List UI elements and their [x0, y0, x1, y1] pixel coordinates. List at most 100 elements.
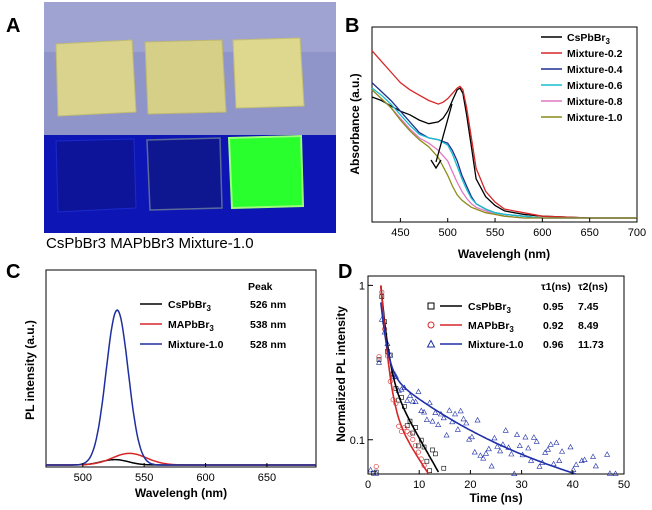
legend-label-mixture-1-0: Mixture-1.0 [567, 112, 623, 124]
point-mixture-1-0 [421, 408, 428, 415]
x-tick-label-500: 500 [439, 227, 457, 239]
point-mixture-1-0 [440, 414, 447, 421]
legend-marker-mapbbr3 [427, 321, 435, 329]
panel-b-ticks: 450 500 550 600 650 700 [391, 218, 646, 239]
x-tick-label-600: 600 [533, 227, 551, 239]
legend-tau1-mapbbr3: 0.92 [543, 320, 564, 332]
panel-b-frame [371, 26, 638, 223]
point-mixture-1-0 [429, 418, 436, 424]
legend-label-mapbbr3: MAPbBr3 [468, 320, 514, 334]
absorbance-curve-mixture-1-0 [371, 89, 637, 219]
film-mapbbr3-daylight [144, 39, 227, 115]
point-mapbbr3 [407, 431, 413, 437]
film-cspbbr3-uv [55, 138, 137, 213]
legend-peak-cspbbr3: 526 nm [250, 299, 286, 311]
point-mixture-1-0 [412, 398, 419, 405]
panel-d-points [367, 289, 619, 476]
point-mixture-1-0 [443, 431, 450, 438]
point-mapbbr3 [373, 463, 379, 469]
x-tick-label-700: 700 [628, 227, 646, 239]
x-tick-label-10: 10 [413, 479, 425, 491]
point-mixture-1-0 [559, 448, 566, 454]
point-mapbbr3 [413, 442, 419, 448]
panel-b-label: B [345, 15, 359, 37]
point-mixture-1-0 [604, 451, 611, 457]
panel-a-caption: CsPbBr3 MAPbBr3 Mixture-1.0 [46, 235, 254, 252]
point-mixture-1-0 [522, 433, 529, 440]
panel-d-ticks: 0 10 20 30 40 50 1 0.1 [350, 280, 630, 491]
film-mapbbr3-uv [146, 137, 223, 211]
point-mixture-1-0 [511, 470, 518, 476]
x-tick-label-550: 550 [486, 227, 504, 239]
point-mixture-1-0 [415, 388, 422, 394]
legend-peak-mapbbr3: 538 nm [250, 319, 286, 331]
x-tick-label-650: 650 [580, 227, 598, 239]
panel-a: A CsPbBr3 MAPbBr3 Mixture-1.0 [6, 2, 336, 252]
point-mixture-1-0 [426, 399, 433, 406]
point-mixture-1-0 [536, 463, 543, 469]
panel-b: B 450 500 550 600 650 700 CsPbBr3 Mixture-0.2 M… [345, 15, 646, 261]
absorbance-curve-mixture-0-8 [371, 89, 637, 219]
point-mixture-1-0 [468, 433, 475, 440]
point-mixture-1-0 [581, 456, 588, 463]
point-mixture-1-0 [592, 462, 599, 469]
legend-tau2-mapbbr3: 8.49 [578, 320, 599, 332]
legend-label-mixture-0-6: Mixture-0.6 [567, 80, 623, 92]
panel-a-label: A [6, 15, 20, 37]
legend-tau2-cspbbr3: 7.45 [578, 301, 599, 313]
point-mixture-1-0 [508, 450, 515, 457]
point-mixture-1-0 [474, 416, 481, 423]
point-mixture-1-0 [483, 450, 490, 456]
point-mixture-1-0 [446, 407, 453, 413]
film-mixture-daylight [232, 37, 305, 109]
panel-d-frame [367, 275, 625, 475]
point-mixture-1-0 [460, 415, 467, 422]
point-mixture-1-0 [533, 438, 540, 444]
panel-d-ylabel: Normalized PL intensity [334, 306, 348, 442]
y-tick-label-1: 1 [359, 280, 365, 292]
y-tick-label-0-1: 0.1 [350, 435, 365, 447]
panel-d-fits [380, 285, 576, 475]
panel-c-curves [46, 309, 316, 466]
x-tick-label-30: 30 [515, 479, 527, 491]
trend-arrow-head [430, 159, 442, 170]
point-mixture-1-0 [590, 453, 597, 459]
panel-d-legend: τ1(ns) τ2(ns) CsPbBr3 0.95 7.45 MAPbBr3 0.92 8.… [426, 281, 608, 351]
legend-tau1-cspbbr3: 0.95 [543, 301, 564, 313]
point-mixture-1-0 [542, 449, 549, 455]
legend-label-cspbbr3: CsPbBr3 [468, 301, 512, 315]
point-mixture-1-0 [398, 386, 405, 392]
point-mixture-1-0 [556, 457, 563, 463]
legend-label-mixture-0-2: Mixture-0.2 [567, 48, 623, 60]
panel-c-legend: Peak CsPbBr3 526 nm MAPbBr3 538 nm Mixture-1.… [140, 281, 286, 351]
panel-d: D 0 10 20 30 40 50 1 0.1 τ1(ns) τ2(ns) CsPbBr3 0.9… [334, 261, 630, 505]
point-mixture-1-0 [418, 407, 425, 413]
point-mapbbr3 [376, 354, 382, 360]
point-mixture-1-0 [567, 443, 574, 450]
point-mixture-1-0 [477, 452, 484, 458]
absorbance-curve-mixture-0-2 [371, 50, 637, 219]
point-mapbbr3 [415, 449, 421, 455]
point-mixture-1-0 [606, 470, 613, 476]
panel-b-legend: CsPbBr3 Mixture-0.2 Mixture-0.4 Mixture-0.6… [541, 32, 623, 124]
point-mixture-1-0 [516, 442, 523, 448]
x-tick-label-50: 50 [618, 479, 630, 491]
point-cspbbr3 [371, 470, 376, 476]
panel-c-xlabel: Wavelengh (nm) [135, 486, 227, 500]
point-mixture-1-0 [423, 416, 430, 422]
legend-header-tau1: τ1(ns) [541, 281, 571, 293]
point-mixture-1-0 [525, 444, 532, 451]
legend-label-cspbbr3: CsPbBr3 [567, 32, 611, 46]
x-tick-label-550: 550 [135, 472, 153, 484]
point-mixture-1-0 [491, 434, 498, 441]
x-tick-label-450: 450 [391, 227, 409, 239]
panel-c-label: C [6, 261, 20, 283]
x-tick-label-0: 0 [365, 479, 371, 491]
point-mapbbr3 [404, 428, 410, 434]
point-mixture-1-0 [367, 466, 374, 473]
legend-peak-mixture-1-0: 528 nm [250, 339, 286, 351]
legend-tau2-mixture-1-0: 11.73 [578, 339, 604, 351]
point-mixture-1-0 [485, 445, 492, 452]
x-tick-label-650: 650 [258, 472, 276, 484]
point-mixture-1-0 [463, 419, 470, 426]
